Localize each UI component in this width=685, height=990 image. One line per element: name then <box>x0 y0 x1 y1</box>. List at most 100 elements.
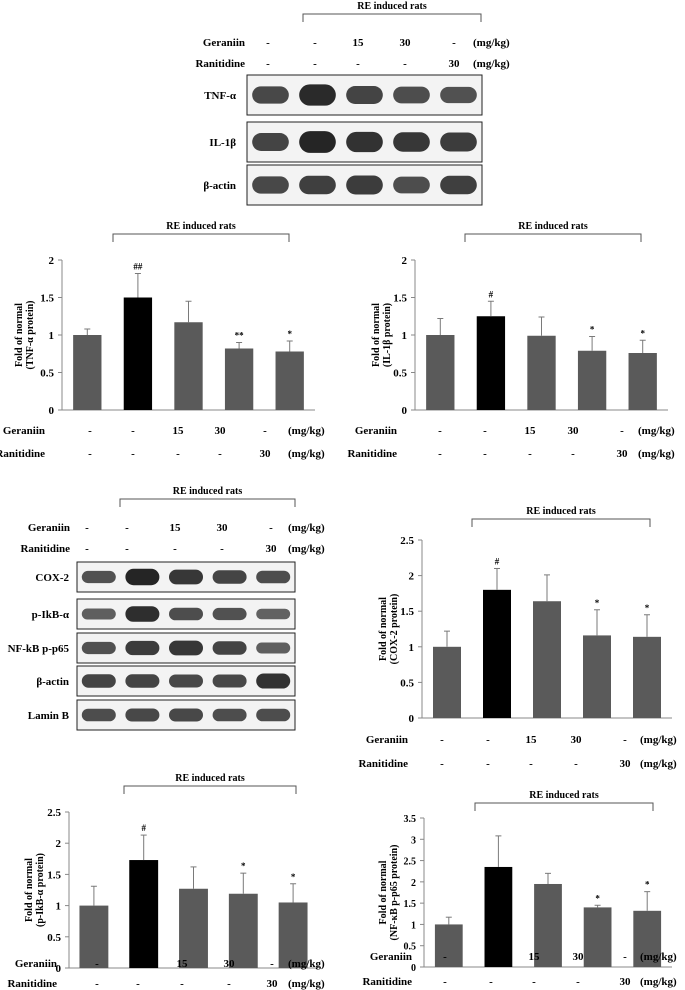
geraniin-dose-value: - <box>131 425 135 437</box>
blot-band <box>346 131 383 153</box>
ranitidine-dose-value: - <box>438 448 442 460</box>
ranitidine-unit: (mg/kg) <box>473 58 510 70</box>
blot-band <box>81 674 116 688</box>
y-tick-label: 0 <box>402 405 408 417</box>
y-tick-label: 1.5 <box>393 293 407 305</box>
bar <box>633 910 662 967</box>
ranitidine-dose-value: - <box>356 58 360 70</box>
blot-band <box>440 175 477 195</box>
ranitidine-dose-value: 30 <box>620 758 632 770</box>
y-tick-label: 0 <box>56 963 62 975</box>
ranitidine-dose-value: - <box>266 58 270 70</box>
geraniin-dose-value: - <box>266 37 270 49</box>
ranitidine-dose-value: 30 <box>617 448 629 460</box>
bar <box>484 866 513 967</box>
geraniin-dose-value: 30 <box>571 734 583 746</box>
y-tick-label: 0.5 <box>404 942 417 953</box>
blot-band <box>252 176 289 194</box>
geraniin-unit: (mg/kg) <box>288 522 325 534</box>
blot-band <box>346 175 383 195</box>
group-bracket <box>471 518 651 527</box>
geraniin-dose-value: - <box>452 37 456 49</box>
blot-row-label: COX-2 <box>35 572 69 584</box>
geraniin-dose-value: - <box>136 958 140 970</box>
geraniin-unit: (mg/kg) <box>640 951 677 963</box>
ranitidine-dose-value: - <box>180 978 184 990</box>
ranitidine-dose-value: 30 <box>620 976 632 988</box>
blot-band <box>256 570 291 584</box>
bar <box>628 353 657 410</box>
blot-band <box>81 641 116 655</box>
ranitidine-dose-value: - <box>571 448 575 460</box>
y-axis-label-line1: Fold of normal <box>378 597 389 661</box>
il1b-chart-bracket: RE induced rats <box>464 221 642 242</box>
geraniin-dose-value: - <box>270 958 274 970</box>
geraniin-row-label: Geraniin <box>366 734 408 746</box>
geraniin-unit: (mg/kg) <box>288 958 325 970</box>
y-tick-label: 0 <box>49 405 55 417</box>
top-blot-doses: Geraniin - - 15 30 - (mg/kg) Ranitidine - - - - 30 (m… <box>195 37 510 70</box>
blot-band <box>393 86 430 104</box>
y-tick-label: 1 <box>409 642 415 654</box>
geraniin-dose-value: 30 <box>215 425 227 437</box>
blot-band <box>81 570 116 584</box>
ranitidine-dose-value: - <box>220 543 224 555</box>
ikb-chart-doses: Geraniin - - 15 30 - (mg/kg) Ranitidine - - - - 30 (m… <box>7 958 325 990</box>
y-tick-label: 0 <box>411 963 416 974</box>
y-tick-label: 2.5 <box>47 807 61 819</box>
bar <box>434 924 463 967</box>
blot-row-label: β-actin <box>36 676 69 688</box>
significance-label: # <box>495 556 500 566</box>
bar <box>129 860 159 968</box>
y-tick-label: 2 <box>409 571 415 583</box>
group-bracket <box>112 233 290 242</box>
blot-band <box>252 133 289 151</box>
mid-blot-bracket: RE induced rats <box>119 486 296 507</box>
blot-row-label: Lamin B <box>28 710 70 722</box>
top-western-blot: TNF-α IL-1β β-actin <box>203 74 483 206</box>
bar <box>476 316 506 410</box>
y-tick-label: 1.5 <box>404 899 417 910</box>
blot-band <box>81 608 116 620</box>
y-axis-label: Fold of normal (COX-2 protein) <box>378 594 400 665</box>
geraniin-dose-value: 15 <box>170 522 182 534</box>
y-tick-label: 0.5 <box>400 677 414 689</box>
cox2-chart-doses: Geraniin - - 15 30 - (mg/kg) Ranitidine - - - - 30 (m… <box>358 734 677 770</box>
y-axis-label-line2: (p-IkB-α protein) <box>35 853 46 927</box>
geraniin-dose-value: - <box>620 425 624 437</box>
geraniin-dose-value: 15 <box>525 425 537 437</box>
ikb-chart-bracket: RE induced rats <box>123 773 297 794</box>
blot-band <box>168 640 204 656</box>
y-tick-label: 0 <box>409 713 415 725</box>
geraniin-dose-value: - <box>95 958 99 970</box>
ranitidine-dose-value: 30 <box>267 978 279 990</box>
blot-band <box>212 570 247 584</box>
geraniin-dose-value: - <box>486 734 490 746</box>
ranitidine-dose-value: - <box>486 758 490 770</box>
group-bracket <box>123 785 297 794</box>
blot-band <box>125 674 160 688</box>
geraniin-row-label: Geraniin <box>3 425 45 437</box>
blot-band <box>168 569 204 585</box>
ranitidine-dose-value: 30 <box>449 58 461 70</box>
geraniin-dose-value: 30 <box>400 37 412 49</box>
significance-label: * <box>287 329 292 339</box>
bar <box>483 589 511 718</box>
y-axis-label-line2: (COX-2 protein) <box>389 594 400 665</box>
blot-row-label: p-IkB-α <box>32 609 70 621</box>
bar <box>278 902 308 968</box>
bar <box>583 907 612 967</box>
bar <box>179 888 208 968</box>
ranitidine-dose-value: - <box>136 978 140 990</box>
y-tick-label: 1.5 <box>47 869 61 881</box>
bar <box>174 322 203 410</box>
geraniin-dose-value: - <box>623 951 627 963</box>
blot-band <box>125 606 160 622</box>
blot-row-label: TNF-α <box>204 90 237 102</box>
ranitidine-row-label: Ranitidine <box>7 978 57 990</box>
ranitidine-dose-value: - <box>440 758 444 770</box>
group-label: RE induced rats <box>173 486 243 497</box>
significance-label: * <box>241 861 246 871</box>
blot-band <box>125 640 160 656</box>
geraniin-dose-value: - <box>269 522 273 534</box>
